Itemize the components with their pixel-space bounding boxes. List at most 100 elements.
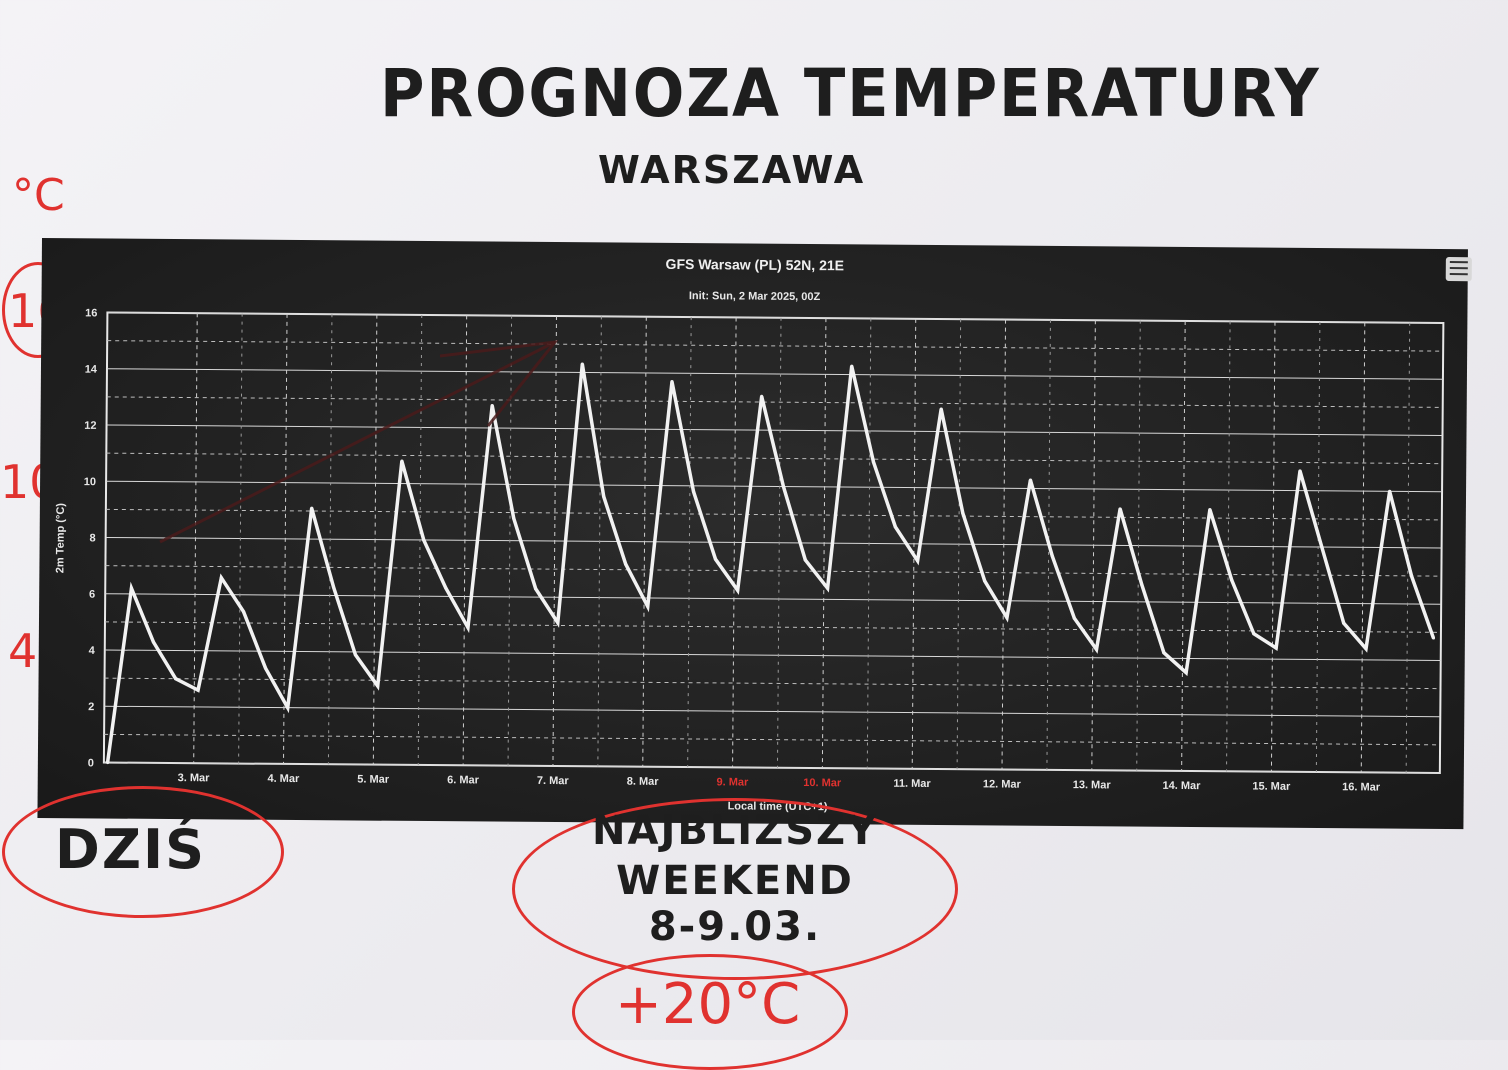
data-point [512, 516, 516, 520]
menu-bar-3 [1449, 273, 1468, 276]
weekend-dates: 8-9.03. [648, 904, 822, 950]
data-point [1140, 583, 1144, 587]
chart-panel: 0 2 4 6 8 10 12 14 16 3. Mar 4. Mar 5. Mar 6. Mar 7. … [37, 238, 1472, 830]
x-minor-gridline [1405, 322, 1411, 773]
today-circle [2, 786, 284, 918]
data-point [219, 576, 223, 580]
x-gridline [1091, 320, 1096, 771]
x-tick-label: 13. Mar [1073, 779, 1112, 791]
data-point [129, 586, 134, 590]
temperature-series-line [105, 363, 1436, 763]
y-tick-label: 6 [89, 589, 95, 601]
data-point [1162, 651, 1166, 655]
x-tick-label: 11. Mar [893, 778, 931, 790]
data-point [331, 585, 336, 589]
menu-bar-1 [1449, 261, 1468, 264]
chart-menu-button[interactable] [1445, 257, 1472, 282]
data-point [466, 625, 470, 630]
data-point [310, 506, 314, 510]
data-point [624, 562, 628, 566]
menu-bar-2 [1449, 267, 1468, 270]
today-label: DZIŚ [55, 818, 206, 881]
data-point [1118, 507, 1122, 511]
y-axis-label: 2m Temp (°C) [54, 503, 67, 574]
data-point [1050, 554, 1054, 558]
data-point [670, 380, 674, 384]
y-minor-gridline [104, 621, 1441, 633]
x-tick-label: 15. Mar [1252, 781, 1291, 793]
data-point [534, 587, 538, 591]
x-minor-gridline [1226, 321, 1231, 772]
data-point [781, 484, 786, 489]
data-point [353, 653, 358, 657]
x-gridline [1270, 321, 1276, 772]
x-gridline [732, 317, 737, 768]
data-point [196, 688, 200, 692]
data-point [893, 525, 897, 529]
data-point [151, 640, 156, 644]
x-tick-label: 8. Mar [627, 776, 660, 788]
y-tick-label: 12 [84, 420, 96, 432]
y-tick-label: 14 [85, 364, 98, 376]
y-gridline [103, 762, 1440, 774]
data-point [1028, 478, 1033, 482]
data-point [871, 460, 876, 464]
data-point [400, 459, 404, 463]
x-minor-gridline [1136, 320, 1141, 771]
y-gridline [106, 480, 1443, 493]
data-point [1298, 469, 1302, 473]
y-minor-gridline [104, 733, 1441, 746]
data-point [961, 511, 965, 515]
y-minor-gridline [105, 508, 1442, 521]
x-tick-label: 14. Mar [1163, 780, 1202, 792]
y-minor-gridline [104, 677, 1441, 690]
y-tick-label: 16 [85, 307, 97, 319]
data-point [1388, 489, 1392, 493]
x-tick-label: 3. Mar [178, 772, 211, 784]
data-point [1005, 616, 1009, 620]
data-point [803, 558, 807, 562]
data-point [646, 604, 650, 609]
y-minor-gridline [105, 565, 1442, 577]
unit-note: °C [12, 170, 65, 221]
x-minor-gridline [687, 317, 692, 768]
data-point [1274, 646, 1278, 650]
data-point [106, 760, 110, 765]
x-gridline [821, 318, 827, 769]
data-point [602, 494, 606, 499]
data-point [1252, 632, 1256, 636]
y-tick-label: 10 [84, 476, 96, 488]
data-point [580, 362, 584, 366]
data-point [444, 586, 448, 590]
data-point [1094, 647, 1099, 651]
weekend-sub: WEEKEND [616, 858, 854, 904]
data-point [1184, 670, 1188, 675]
x-tick-label: 6. Mar [447, 774, 480, 786]
data-point [939, 407, 943, 411]
x-tick-label: 10. Mar [803, 777, 842, 789]
city-subtitle: WARSZAWA [598, 148, 866, 192]
x-gridline [911, 318, 917, 769]
data-point [915, 559, 920, 563]
weekend-title: NAJBLIZSZY [592, 808, 878, 854]
data-point [422, 538, 426, 542]
data-point [736, 588, 740, 592]
y-gridline [106, 424, 1443, 437]
x-minor-gridline [776, 317, 782, 768]
data-point [1364, 647, 1368, 651]
data-point [286, 706, 290, 710]
chart-title: GFS Warsaw (PL) 52N, 21E [666, 256, 845, 273]
y-tick-label: 8 [89, 532, 95, 544]
data-point [691, 489, 696, 494]
data-point [713, 557, 718, 561]
temperature-chart: 0 2 4 6 8 10 12 14 16 3. Mar 4. Mar 5. Mar 6. Mar 7. … [54, 256, 1445, 813]
data-point [1230, 578, 1234, 582]
y-gridline [104, 705, 1441, 718]
y-gridline [105, 593, 1442, 605]
data-point [760, 394, 764, 399]
data-point [174, 677, 178, 681]
data-point [850, 364, 854, 368]
data-point [241, 610, 246, 614]
data-point [376, 684, 380, 688]
y-gridline [104, 649, 1441, 661]
